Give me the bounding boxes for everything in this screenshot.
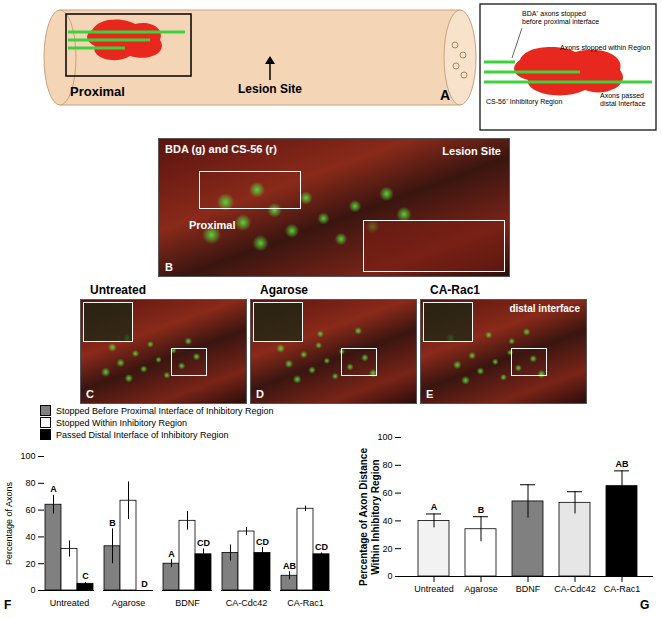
html-text:Untreated: Untreated	[90, 283, 146, 297]
svg-text:20: 20	[382, 544, 392, 554]
svg-text:AB: AB	[616, 459, 629, 469]
svg-text:60: 60	[382, 488, 392, 498]
html-text:CA-Rac1: CA-Rac1	[430, 283, 480, 297]
svg-text:80: 80	[25, 478, 35, 488]
html-text:Agarose: Agarose	[260, 283, 308, 297]
svg-text:CA-Cdc42: CA-Cdc42	[554, 584, 596, 594]
svg-text:0: 0	[30, 585, 35, 595]
html-text:distal interface: distal interface	[509, 303, 580, 314]
svg-text:A: A	[168, 549, 175, 559]
svg-text:Untreated: Untreated	[414, 584, 454, 594]
svg-text:80: 80	[382, 460, 392, 470]
svg-text:Lesion Site: Lesion Site	[238, 82, 302, 96]
svg-text:0: 0	[387, 571, 392, 581]
html-text:C: C	[86, 388, 94, 400]
svg-text:100: 100	[20, 451, 35, 461]
html-text:Passed Distal Interface of Inh: Passed Distal Interface of Inhibitory Re…	[56, 429, 229, 440]
svg-text:Percentage of Axons: Percentage of Axons	[4, 481, 14, 565]
svg-text:Agarose: Agarose	[112, 598, 146, 608]
svg-text:CA-Cdc42: CA-Cdc42	[226, 598, 268, 608]
svg-text:100: 100	[377, 432, 392, 442]
svg-text:AB: AB	[283, 561, 296, 571]
svg-text:D: D	[141, 579, 148, 589]
svg-text:A: A	[431, 502, 438, 512]
svg-text:BDNF: BDNF	[516, 584, 541, 594]
svg-text:BDA⁺ axons stoppedbefore proxi: BDA⁺ axons stoppedbefore proximal interf…	[522, 10, 599, 26]
svg-text:40: 40	[382, 516, 392, 526]
svg-text:A: A	[440, 87, 450, 103]
svg-text:C: C	[82, 571, 89, 581]
svg-text:CD: CD	[197, 538, 210, 548]
svg-text:CA-Rac1: CA-Rac1	[287, 598, 324, 608]
svg-text:20: 20	[25, 559, 35, 569]
svg-text:CD: CD	[315, 542, 328, 552]
svg-text:B: B	[109, 518, 116, 528]
svg-text:A: A	[50, 484, 57, 494]
svg-text:CS-56⁺ Inhibitory Region: CS-56⁺ Inhibitory Region	[486, 98, 562, 106]
svg-text:Proximal: Proximal	[70, 84, 125, 99]
html-text:Stopped Within Inhibitory Regi: Stopped Within Inhibitory Region	[56, 417, 188, 428]
svg-text:Agarose: Agarose	[464, 584, 498, 594]
html-text:G: G	[640, 598, 650, 612]
html-text:BDA (g) and CS-56 (r): BDA (g) and CS-56 (r)	[165, 143, 277, 155]
html-text:Stopped Before Proximal Interf: Stopped Before Proximal Interface of Inh…	[56, 405, 274, 416]
svg-text:BDNF: BDNF	[175, 598, 200, 608]
html-text:D: D	[256, 388, 264, 400]
svg-text:60: 60	[25, 505, 35, 515]
svg-text:Untreated: Untreated	[50, 598, 90, 608]
svg-text:40: 40	[25, 532, 35, 542]
html-text:Percentage of Axon Distance Wi: Percentage of Axon Distance Within Inhib…	[358, 448, 381, 586]
html-text:B: B	[165, 261, 173, 273]
svg-text:B: B	[478, 505, 485, 515]
svg-text:Axons passeddistal Interface: Axons passeddistal Interface	[600, 92, 646, 107]
html-text:Proximal: Proximal	[189, 219, 236, 231]
html-text:E: E	[426, 388, 434, 400]
html-text:Lesion Site: Lesion Site	[442, 145, 501, 157]
html-text:F: F	[4, 598, 12, 612]
svg-text:CD: CD	[256, 537, 269, 547]
svg-text:CA-Rac1: CA-Rac1	[604, 584, 641, 594]
svg-text:Axons stopped within Region: Axons stopped within Region	[560, 44, 650, 52]
